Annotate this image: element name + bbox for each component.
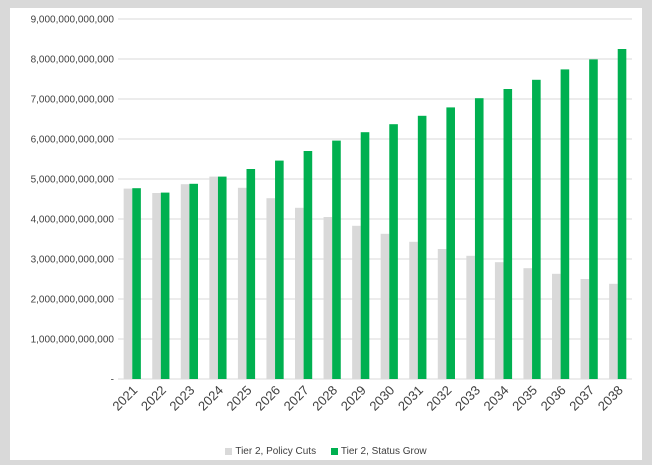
bar-policy-cuts-2028 bbox=[323, 217, 333, 379]
bar-policy-cuts-2023 bbox=[180, 184, 190, 379]
bar-status-grow-2032 bbox=[446, 107, 455, 380]
bar-status-grow-2031 bbox=[417, 115, 427, 380]
x-tick-label-2025: 2025 bbox=[224, 383, 255, 414]
legend-item-status-grow: Tier 2, Status Grow bbox=[330, 446, 427, 457]
bar-status-grow-2022 bbox=[160, 192, 170, 379]
bar-policy-cuts-2038 bbox=[609, 283, 618, 379]
bar-policy-cuts-2026 bbox=[266, 198, 276, 379]
legend-swatch-status-grow bbox=[330, 448, 338, 455]
x-tick-label-2033: 2033 bbox=[452, 383, 483, 414]
legend-swatch-policy-cuts bbox=[225, 448, 233, 455]
bar-status-grow-2030 bbox=[389, 124, 398, 379]
y-tick-label-0: - bbox=[111, 375, 114, 386]
x-tick-label-2036: 2036 bbox=[538, 383, 569, 414]
bar-status-grow-2038 bbox=[617, 49, 627, 379]
bar-status-grow-2027 bbox=[303, 151, 313, 379]
x-tick-label-2026: 2026 bbox=[252, 383, 283, 414]
bar-status-grow-2033 bbox=[474, 98, 484, 379]
y-tick-label-6: 6,000,000,000,000 bbox=[31, 135, 115, 146]
bar-status-grow-2037 bbox=[589, 59, 598, 380]
bar-chart: - 1,000,000,000,000 2,000,000,000,000 3,000… bbox=[31, 15, 632, 414]
x-tick-label-2021: 2021 bbox=[109, 383, 140, 414]
bar-policy-cuts-2033 bbox=[466, 255, 475, 379]
bar-status-grow-2023 bbox=[189, 183, 198, 379]
legend-label-policy-cuts: Tier 2, Policy Cuts bbox=[235, 446, 317, 457]
bar-status-grow-2026 bbox=[275, 160, 284, 379]
y-tick-label-9: 9,000,000,000,000 bbox=[31, 15, 115, 26]
bar-policy-cuts-2032 bbox=[437, 249, 447, 379]
bar-status-grow-2034 bbox=[503, 89, 513, 379]
x-tick-label-2024: 2024 bbox=[195, 383, 226, 414]
bar-policy-cuts-2021 bbox=[123, 188, 133, 379]
x-tick-label-2035: 2035 bbox=[509, 383, 540, 414]
x-tick-label-2038: 2038 bbox=[595, 383, 626, 414]
bar-status-grow-2035 bbox=[532, 79, 541, 380]
x-tick-label-2023: 2023 bbox=[166, 383, 197, 414]
legend: Tier 2, Policy Cuts Tier 2, Status Grow bbox=[10, 446, 642, 458]
y-tick-label-1: 1,000,000,000,000 bbox=[31, 335, 115, 346]
bar-policy-cuts-2037 bbox=[580, 279, 590, 379]
bar-status-grow-2021 bbox=[132, 188, 141, 379]
chart-frame: - 1,000,000,000,000 2,000,000,000,000 3,000… bbox=[10, 8, 642, 460]
bar-policy-cuts-2035 bbox=[523, 268, 533, 379]
bar-policy-cuts-2025 bbox=[237, 187, 247, 379]
y-tick-label-4: 4,000,000,000,000 bbox=[31, 215, 115, 226]
y-tick-label-5: 5,000,000,000,000 bbox=[31, 175, 115, 186]
legend-label-status-grow: Tier 2, Status Grow bbox=[340, 446, 427, 457]
bar-policy-cuts-2036 bbox=[552, 273, 561, 379]
legend-item-policy-cuts: Tier 2, Policy Cuts bbox=[225, 446, 316, 457]
bar-status-grow-2029 bbox=[360, 132, 370, 379]
x-tick-label-2027: 2027 bbox=[281, 383, 312, 414]
y-tick-label-8: 8,000,000,000,000 bbox=[31, 55, 115, 66]
x-tick-label-2028: 2028 bbox=[309, 383, 340, 414]
y-tick-label-2: 2,000,000,000,000 bbox=[31, 295, 115, 306]
y-tick-label-7: 7,000,000,000,000 bbox=[31, 95, 115, 106]
bar-policy-cuts-2031 bbox=[409, 241, 418, 379]
bar-policy-cuts-2022 bbox=[152, 193, 161, 379]
x-tick-label-2022: 2022 bbox=[138, 383, 169, 414]
bar-status-grow-2024 bbox=[217, 176, 227, 379]
x-tick-label-2031: 2031 bbox=[395, 383, 426, 414]
x-tick-label-2029: 2029 bbox=[338, 383, 369, 414]
y-tick-label-3: 3,000,000,000,000 bbox=[31, 255, 115, 266]
bar-status-grow-2025 bbox=[246, 169, 256, 379]
bar-status-grow-2036 bbox=[560, 69, 570, 380]
x-tick-label-2032: 2032 bbox=[423, 383, 454, 414]
bar-policy-cuts-2029 bbox=[352, 225, 361, 379]
x-tick-label-2030: 2030 bbox=[366, 383, 397, 414]
bar-policy-cuts-2024 bbox=[209, 176, 218, 379]
bar-policy-cuts-2034 bbox=[494, 262, 504, 379]
bar-policy-cuts-2027 bbox=[295, 207, 304, 379]
x-tick-label-2034: 2034 bbox=[481, 383, 512, 414]
x-tick-label-2037: 2037 bbox=[566, 383, 597, 414]
bar-status-grow-2028 bbox=[332, 140, 341, 379]
bar-policy-cuts-2030 bbox=[380, 233, 390, 379]
